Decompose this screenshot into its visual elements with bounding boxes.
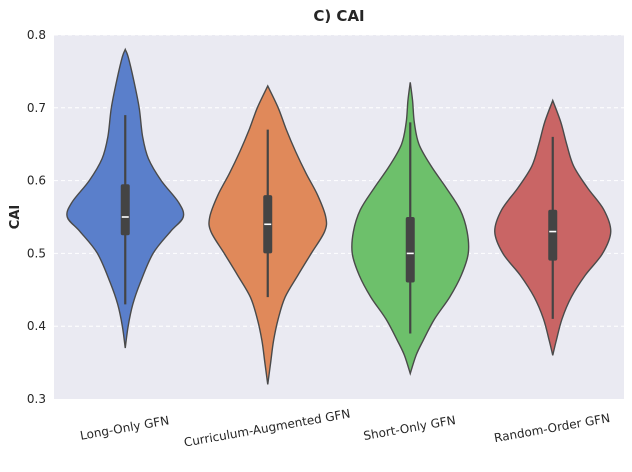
x-axis-ticks: Long-Only GFN Curriculum-Augmented GFN Sho… — [79, 407, 611, 450]
y-tick-label: 0.3 — [27, 392, 46, 406]
x-tick-label: Random-Order GFN — [493, 411, 611, 445]
y-tick-label: 0.7 — [27, 101, 46, 115]
violin-iqr-box — [548, 209, 558, 261]
x-tick-label: Curriculum-Augmented GFN — [183, 407, 352, 450]
violin-long-only-gfn — [66, 47, 185, 349]
x-tick-label: Long-Only GFN — [79, 413, 170, 442]
chart-title: C) CAI — [313, 7, 364, 25]
violin-random-order-gfn — [494, 98, 612, 356]
y-tick-label: 0.8 — [27, 28, 46, 42]
y-tick-label: 0.4 — [27, 319, 46, 333]
violin-iqr-box — [405, 217, 415, 283]
violins — [66, 47, 612, 385]
y-axis-label: CAI — [8, 205, 23, 229]
y-tick-label: 0.5 — [27, 246, 46, 260]
violin-iqr-box — [120, 184, 130, 236]
y-axis-ticks: 0.3 0.4 0.5 0.6 0.7 0.8 — [27, 28, 46, 406]
violin-short-only-gfn — [351, 82, 470, 376]
violin-curriculum-augmented-gfn — [208, 84, 328, 385]
x-tick-label: Short-Only GFN — [362, 413, 456, 443]
y-tick-label: 0.6 — [27, 174, 46, 188]
